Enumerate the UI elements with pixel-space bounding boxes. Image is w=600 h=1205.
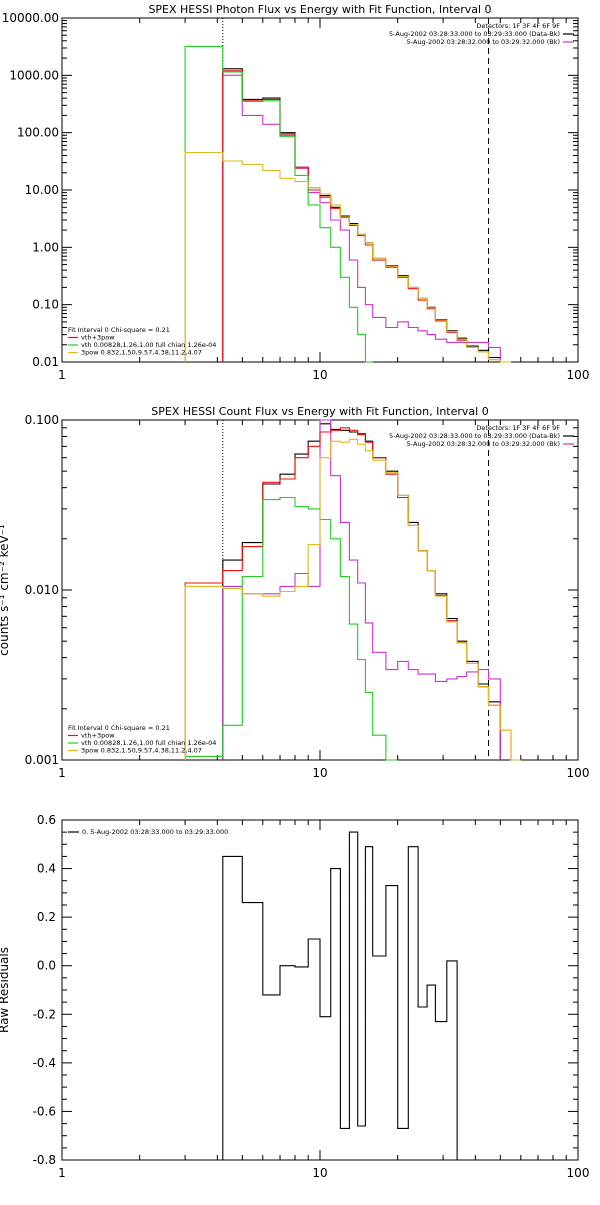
x-tick-label: 1 — [58, 766, 66, 780]
x-tick-label: 100 — [567, 766, 590, 780]
legend-left-entry: Fit Interval 0 Chi-square = 0.21 — [68, 326, 170, 334]
legend-left-entry: vth+3pow — [81, 334, 115, 342]
chart-title: SPEX HESSI Photon Flux vs Energy with Fi… — [148, 3, 491, 16]
series-line-1 — [222, 74, 501, 362]
panel-2: 1 10 100 -0.8 -0.6 -0.4 -0.2 0.0 0.2 0.4 0.6 Raw Re… — [0, 813, 589, 1180]
y-tick-label: 0.10 — [32, 298, 59, 312]
legend-right-entry: 5-Aug-2002 03:28:33.000 to 03:29:33.000 … — [389, 432, 560, 440]
y-tick-label: 0.4 — [37, 862, 56, 876]
series-line-2 — [222, 70, 501, 362]
x-tick-label: 10 — [312, 766, 327, 780]
legend-right-entry: Detectors: 1F 3F 4F 6F 9F — [476, 22, 560, 30]
x-tick-label: 1 — [58, 368, 66, 382]
series-line-3 — [184, 496, 398, 761]
series-line-0 — [222, 68, 501, 362]
y-tick-label: 0.2 — [37, 910, 56, 924]
panel-0: SPEX HESSI Photon Flux vs Energy with Fi… — [2, 3, 590, 382]
y-tick-label: 1.00 — [32, 240, 59, 254]
x-tick-label: 100 — [567, 1166, 590, 1180]
legend-right-entry: 5-Aug-2002 03:28:32.000 to 03:29:32.000 … — [407, 38, 560, 46]
y-tick-label: -0.6 — [33, 1104, 56, 1118]
series-line-0 — [222, 831, 458, 1160]
series-line-4 — [184, 151, 511, 363]
y-tick-label: -0.4 — [33, 1056, 56, 1070]
legend-left-entry: vth 0.00828,1.26,1.00 full chian 1.26e-0… — [81, 341, 216, 349]
legend-right-entry: Detectors: 1F 3F 4F 6F 9F — [476, 424, 560, 432]
legend-right-entry: 5-Aug-2002 03:28:33.000 to 03:29:33.000 … — [389, 30, 560, 38]
y-tick-label: 1000.00 — [9, 68, 59, 82]
y-tick-label: 0.0 — [37, 959, 56, 973]
x-tick-label: 100 — [567, 368, 590, 382]
y-tick-label: 0.01 — [32, 355, 59, 369]
y-tick-label: 0.010 — [25, 583, 59, 597]
y-tick-label: 100.00 — [17, 126, 59, 140]
x-tick-label: 10 — [312, 368, 327, 382]
chart-title: SPEX HESSI Count Flux vs Energy with Fit… — [151, 405, 488, 418]
y-tick-label: 10000.00 — [2, 11, 59, 25]
series-line-2 — [184, 427, 512, 760]
series-line-0 — [222, 423, 501, 760]
panel-1: SPEX HESSI Count Flux vs Energy with Fit… — [0, 405, 589, 780]
legend-left-entry: vth+3pow — [81, 732, 115, 740]
y-tick-label: 0.001 — [25, 753, 59, 767]
legend-left-entry: 0. 5-Aug-2002 03:28:33.000 to 03:29:33.0… — [82, 828, 228, 836]
legend-left-entry: 3pow 0.832,1.50,9.57,4.38,11.2,4.07 — [81, 747, 202, 755]
legend-left-entry: Fit Interval 0 Chi-square = 0.21 — [68, 724, 170, 732]
y-tick-label: -0.2 — [33, 1007, 56, 1021]
series-line-1 — [222, 419, 501, 760]
y-axis-label: Raw Residuals — [0, 947, 11, 1033]
y-tick-label: 0.6 — [37, 813, 56, 827]
y-axis-label: counts s⁻¹ cm⁻² keV⁻¹ — [0, 524, 11, 656]
y-tick-label: 0.100 — [25, 413, 59, 427]
legend-right-entry: 5-Aug-2002 03:28:32.000 to 03:29:32.000 … — [407, 440, 560, 448]
series-line-4 — [184, 438, 521, 761]
legend-left-entry: 3pow 0.832,1.50,9.57,4.38,11.2,4.07 — [81, 349, 202, 357]
x-tick-label: 1 — [58, 1166, 66, 1180]
legend-left-entry: vth 0.00828,1.26,1.00 full chian 1.26e-0… — [81, 739, 216, 747]
y-tick-label: 10.00 — [25, 183, 59, 197]
series-line-3 — [184, 45, 373, 363]
y-tick-label: -0.8 — [33, 1153, 56, 1167]
x-tick-label: 10 — [312, 1166, 327, 1180]
